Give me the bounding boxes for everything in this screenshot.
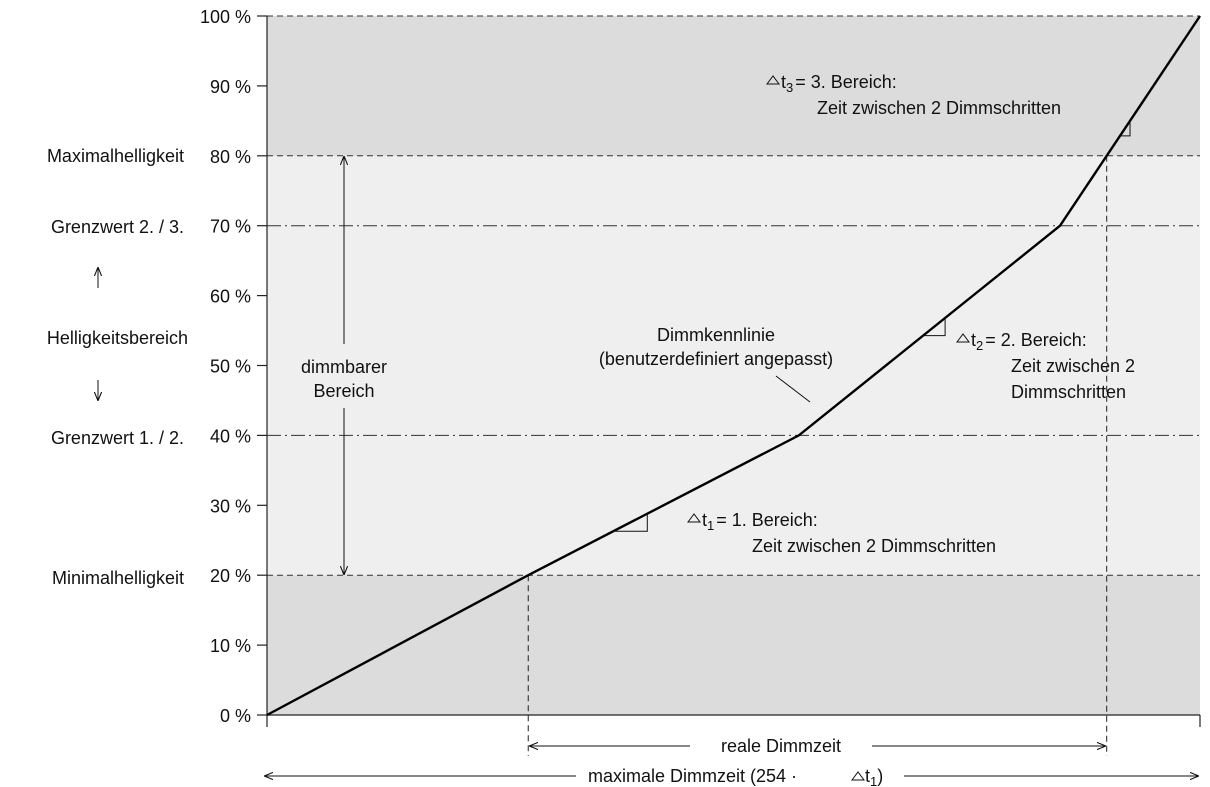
delta-t1-icon [687,513,701,523]
t3-sub: 3 [786,80,793,95]
t2-text: = 2. Bereich: [985,330,1087,350]
max-time-prefix: maximale Dimmzeit (254 [588,766,791,786]
dimming-curve [266,15,1201,717]
y-axis-ticks: 0 % 10 % 20 % 30 % 40 % 50 % 60 % 70 % 80 % 90 % 1… [200,7,267,726]
slope-marker-t3 [1120,120,1131,137]
svg-text:maximale Dimmzeit (254 ·: maximale Dimmzeit (254 · [588,766,797,786]
y-tick-label: 100 % [200,7,251,27]
svg-text:t1= 1. Bereich:: t1 = 1. Bereich: [702,510,818,533]
t1-sub: 1 [707,518,714,533]
delta-t3-icon [766,75,780,85]
y-tick-label: 40 % [210,426,251,446]
delta-t2-icon [956,333,970,343]
annotation-t2: t2 = 2. Bereich: Zeit zwischen 2 Dimmschr… [956,330,1135,402]
slope-marker-t2 [923,317,946,337]
curve-label-line2: (benutzerdefiniert angepasst) [599,349,833,369]
t1-symbol: t [702,510,707,530]
max-time-dot: · [791,766,797,786]
y-tick-label: 90 % [210,77,251,97]
y-tick-label: 20 % [210,566,251,586]
slope-marker-t1 [613,513,648,532]
t2-text-line3: Dimmschritten [1011,382,1126,402]
max-dimming-time-label: maximale Dimmzeit (254 · t1) [588,766,883,787]
max-time-symbol: t [865,766,870,786]
t1-text-line2: Zeit zwischen 2 Dimmschritten [752,536,996,556]
label-maximum-brightness: Maximalhelligkeit [47,146,184,166]
label-brightness-range: Helligkeitsbereich [47,328,188,348]
label-threshold-2-3: Grenzwert 2. / 3. [51,217,184,237]
band-2 [267,16,1200,156]
annotation-t1: t1 = 1. Bereich: Zeit zwischen 2 Dimmschr… [687,510,996,556]
svg-text:t3= 3. Bereich:: t3 = 3. Bereich: [781,72,897,95]
t2-text-line2: Zeit zwischen 2 [1011,356,1135,376]
y-tick-label: 10 % [210,636,251,656]
real-dimming-time-label: reale Dimmzeit [721,736,841,756]
t2-sub: 2 [976,338,983,353]
delta-tmax-icon [851,771,865,781]
curve-label-line1: Dimmkennlinie [657,325,775,345]
reference-lines [267,15,1200,576]
svg-text:t1): t1) [865,766,883,787]
y-tick-label: 70 % [210,217,251,237]
t3-text: = 3. Bereich: [795,72,897,92]
y-tick-label: 60 % [210,287,251,307]
annotation-t3: t3 = 3. Bereich: Zeit zwischen 2 Dimmschr… [766,72,1061,118]
y-tick-label: 80 % [210,147,251,167]
max-time-suffix: ) [877,766,883,786]
label-threshold-1-2: Grenzwert 1. / 2. [51,428,184,448]
y-tick-label: 30 % [210,496,251,516]
svg-text:t2= 2. Bereich:: t2 = 2. Bereich: [971,330,1087,353]
dimmable-range-label-line1: dimmbarer [301,357,387,377]
t3-text-line2: Zeit zwischen 2 Dimmschritten [817,98,1061,118]
max-time-sub: 1 [870,774,877,787]
y-tick-label: 50 % [210,357,251,377]
band-0 [267,575,1200,715]
label-minimum-brightness: Minimalhelligkeit [52,568,184,588]
t3-symbol: t [781,72,786,92]
y-tick-label: 0 % [220,706,251,726]
dimmable-range-label-line2: Bereich [313,381,374,401]
t2-symbol: t [971,330,976,350]
t1-text: = 1. Bereich: [716,510,818,530]
curve-label-leader [775,375,811,403]
